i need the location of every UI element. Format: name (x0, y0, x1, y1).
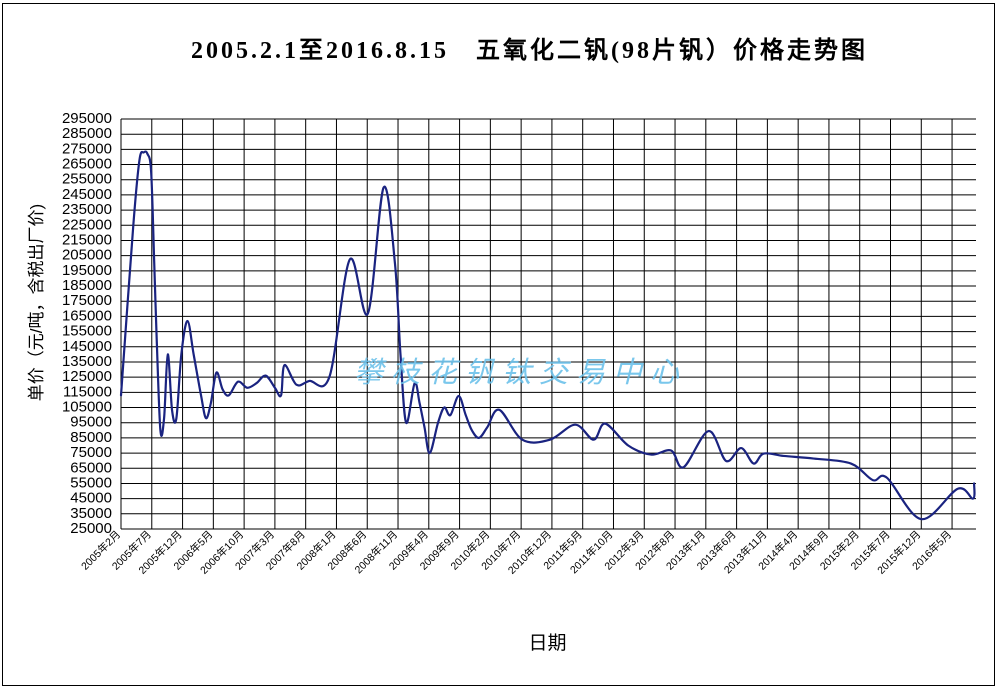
svg-text:25000: 25000 (70, 520, 112, 537)
svg-text:75000: 75000 (70, 444, 112, 461)
svg-text:285000: 285000 (62, 125, 112, 142)
svg-text:115000: 115000 (63, 383, 112, 400)
svg-text:185000: 185000 (62, 277, 112, 294)
svg-text:165000: 165000 (62, 307, 112, 324)
svg-text:205000: 205000 (62, 247, 112, 264)
svg-text:35000: 35000 (70, 505, 112, 522)
svg-text:45000: 45000 (70, 490, 112, 507)
svg-text:265000: 265000 (62, 156, 112, 173)
svg-text:145000: 145000 (62, 338, 112, 355)
svg-text:275000: 275000 (62, 140, 112, 157)
svg-text:55000: 55000 (70, 474, 112, 491)
svg-text:85000: 85000 (70, 429, 112, 446)
svg-text:125000: 125000 (62, 368, 112, 385)
svg-text:135000: 135000 (62, 353, 112, 370)
svg-text:195000: 195000 (62, 262, 112, 279)
svg-text:215000: 215000 (62, 231, 112, 248)
svg-text:255000: 255000 (62, 171, 112, 188)
svg-text:95000: 95000 (70, 414, 112, 431)
svg-text:235000: 235000 (62, 201, 112, 218)
svg-text:65000: 65000 (70, 459, 112, 476)
svg-text:175000: 175000 (62, 292, 112, 309)
svg-text:295000: 295000 (62, 110, 112, 127)
svg-text:225000: 225000 (62, 216, 112, 233)
svg-text:155000: 155000 (62, 323, 112, 340)
svg-text:105000: 105000 (62, 399, 112, 416)
svg-text:245000: 245000 (62, 186, 112, 203)
